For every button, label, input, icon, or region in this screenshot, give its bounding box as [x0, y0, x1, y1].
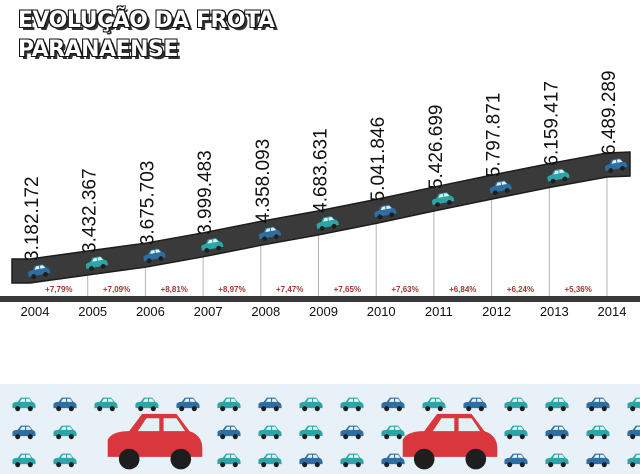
- pattern-car-icon: [299, 397, 323, 412]
- year-label: 2009: [309, 304, 338, 319]
- year-label: 2007: [194, 304, 223, 319]
- year-labels: 2004 2005 2006 2007 2008 2009 2010 2011 2012 2013…: [21, 304, 627, 319]
- pattern-car-icon: [299, 425, 323, 440]
- growth-label: +7,63%: [391, 285, 418, 294]
- value-label: 4.683.631: [311, 128, 332, 213]
- car-icon: [85, 256, 109, 271]
- pattern-car-icon: [627, 453, 640, 468]
- pattern-car-icon: [217, 453, 241, 468]
- value-label: 3.182.172: [22, 176, 43, 261]
- year-label: 2010: [367, 304, 396, 319]
- pattern-car-icon: [381, 425, 405, 440]
- car-icon: [28, 264, 51, 279]
- pattern-car-icon: [53, 425, 77, 440]
- pattern-car-icon: [586, 425, 610, 440]
- year-label: 2011: [425, 304, 453, 319]
- growth-label: +6,24%: [507, 285, 534, 294]
- pattern-car-icon: [545, 397, 569, 412]
- growth-label: +7,09%: [103, 285, 130, 294]
- car-icon: [605, 158, 628, 173]
- year-label: 2006: [136, 304, 165, 319]
- growth-label: +7,79%: [45, 285, 72, 294]
- pattern-car-icon: [217, 397, 241, 412]
- value-labels: 3.182.172 3.432.367 3.675.703 3.999.483 4.35…: [22, 70, 620, 261]
- pattern-car-icon: [586, 397, 610, 412]
- road-cars: [28, 158, 628, 279]
- growth-label: +5,36%: [564, 285, 591, 294]
- growth-labels: +7,79% +7,09% +8,81% +8,97% +7,47% +7,65% +7,6…: [45, 285, 592, 294]
- pattern-car-icon: [381, 397, 405, 412]
- car-icon: [258, 226, 282, 242]
- pattern-car-icon: [545, 425, 569, 440]
- growth-label: +7,65%: [334, 285, 361, 294]
- pattern-car-icon: [94, 397, 118, 412]
- title-line-2: PARANAENSE: [18, 37, 178, 62]
- pattern-car-icon: [340, 425, 364, 440]
- value-label: 3.675.703: [137, 161, 158, 246]
- value-label: 5.426.699: [426, 105, 447, 190]
- pattern-car-icon: [545, 453, 569, 468]
- pattern-car-icon: [504, 397, 528, 412]
- car-icon: [547, 168, 570, 184]
- chart-title: EVOLUÇÃO DA FROTA PARANAENSE: [18, 6, 275, 64]
- value-label: 3.999.483: [195, 150, 216, 235]
- pattern-car-icon: [53, 453, 77, 468]
- year-label: 2004: [21, 304, 50, 319]
- big-red-car-icon: [107, 413, 203, 470]
- year-label: 2005: [78, 304, 107, 319]
- car-icon: [316, 216, 339, 231]
- pattern-car-icon: [627, 425, 640, 440]
- car-pattern-decoration: [0, 384, 640, 474]
- pattern-car-icon: [504, 425, 528, 440]
- pattern-car-icon: [176, 397, 200, 412]
- pattern-car-icon: [217, 425, 241, 440]
- pattern-car-icon: [463, 397, 487, 412]
- pattern-car-icon: [422, 397, 446, 412]
- road-band: [11, 151, 631, 284]
- value-label: 5.797.871: [484, 93, 505, 178]
- pattern-car-icon: [627, 397, 640, 412]
- pattern-car-icon: [299, 453, 323, 468]
- pattern-car-icon: [258, 425, 282, 440]
- pattern-car-icon: [504, 453, 528, 468]
- pattern-car-icon: [340, 397, 364, 412]
- pattern-car-icon: [258, 397, 282, 412]
- growth-label: +7,47%: [276, 285, 303, 294]
- pattern-car-icon: [381, 453, 405, 468]
- value-label: 6.489.289: [599, 70, 620, 155]
- pattern-car-icon: [53, 397, 77, 412]
- pattern-car-icon: [12, 425, 36, 440]
- car-icon: [201, 238, 224, 253]
- pattern-car-icon: [258, 453, 282, 468]
- year-label: 2012: [482, 304, 511, 319]
- car-icon: [431, 192, 455, 207]
- value-label: 5.041.846: [368, 117, 389, 202]
- growth-label: +8,81%: [161, 285, 188, 294]
- big-red-car-icon: [402, 413, 498, 470]
- value-label: 4.358.093: [253, 139, 274, 224]
- growth-label: +6,84%: [449, 285, 476, 294]
- year-label: 2008: [251, 304, 280, 319]
- year-label: 2014: [598, 304, 627, 319]
- pattern-car-icon: [340, 453, 364, 468]
- title-line-1: EVOLUÇÃO DA FROTA: [18, 8, 275, 33]
- pattern-car-icon: [12, 397, 36, 412]
- value-label: 6.159.417: [541, 81, 562, 166]
- pattern-car-icon: [586, 453, 610, 468]
- value-label: 3.432.367: [80, 168, 101, 253]
- year-label: 2013: [540, 304, 569, 319]
- pattern-car-icon: [135, 397, 159, 412]
- car-icon: [374, 204, 397, 220]
- pattern-car-icon: [12, 453, 36, 468]
- gridlines: [87, 175, 608, 299]
- car-icon: [489, 180, 512, 196]
- growth-label: +8,97%: [218, 285, 245, 294]
- car-icon: [143, 248, 166, 264]
